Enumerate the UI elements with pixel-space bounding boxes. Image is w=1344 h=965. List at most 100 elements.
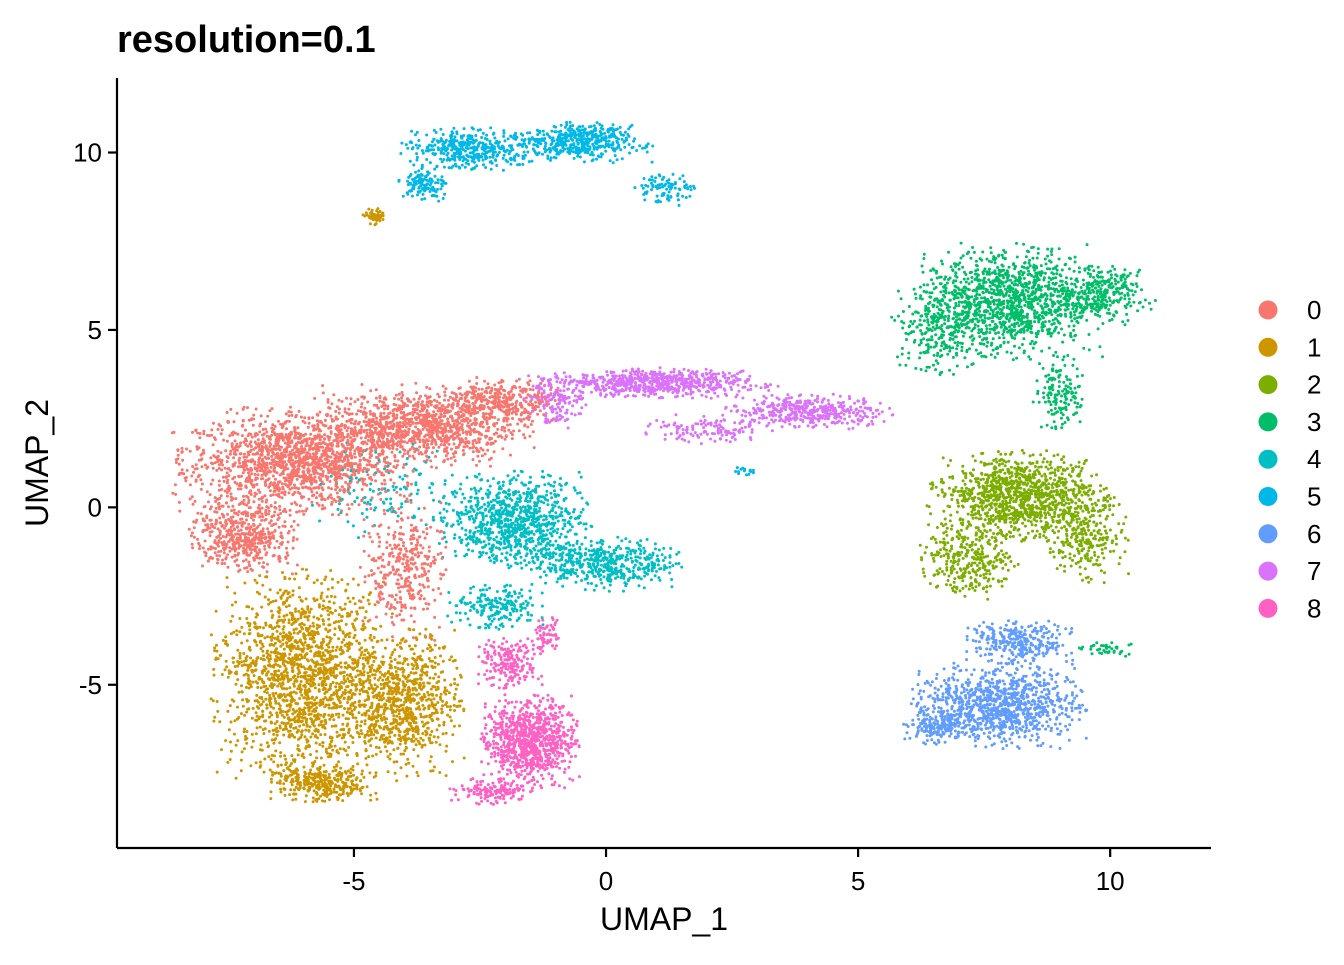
point-cluster-1 <box>285 704 289 708</box>
point-cluster-1 <box>259 647 263 651</box>
point-cluster-7 <box>575 379 579 383</box>
point-cluster-6 <box>1008 648 1012 652</box>
point-cluster-1 <box>282 769 286 773</box>
point-cluster-0 <box>399 525 403 529</box>
point-cluster-0 <box>177 473 181 477</box>
point-cluster-4 <box>637 584 641 588</box>
point-cluster-1 <box>440 707 444 711</box>
point-cluster-0 <box>263 544 267 548</box>
point-cluster-1 <box>395 714 399 718</box>
point-cluster-1 <box>331 645 335 649</box>
point-cluster-1 <box>242 747 246 751</box>
point-cluster-6 <box>964 668 968 672</box>
point-cluster-4 <box>503 598 507 602</box>
point-cluster-1 <box>356 583 360 587</box>
point-cluster-1 <box>388 752 392 756</box>
point-cluster-8 <box>515 783 519 787</box>
point-cluster-2 <box>1108 550 1112 553</box>
point-cluster-0 <box>357 503 361 507</box>
point-cluster-3 <box>1081 645 1085 649</box>
point-cluster-3 <box>1090 264 1094 268</box>
point-cluster-0 <box>221 535 225 538</box>
point-cluster-0 <box>524 400 528 404</box>
point-cluster-6 <box>1055 641 1059 645</box>
point-cluster-4 <box>401 477 405 481</box>
point-cluster-2 <box>942 531 946 535</box>
point-cluster-2 <box>1068 556 1072 560</box>
point-cluster-3 <box>1041 329 1044 333</box>
point-cluster-0 <box>215 554 219 557</box>
point-cluster-2 <box>988 572 992 576</box>
point-cluster-7 <box>699 442 703 446</box>
point-cluster-0 <box>250 435 254 439</box>
point-cluster-0 <box>286 540 290 544</box>
point-cluster-1 <box>285 660 289 664</box>
point-cluster-2 <box>1102 556 1106 560</box>
point-cluster-8 <box>523 678 527 682</box>
point-cluster-0 <box>401 466 405 469</box>
point-cluster-0 <box>199 487 203 491</box>
point-cluster-1 <box>382 712 386 716</box>
point-cluster-4 <box>539 563 543 566</box>
point-cluster-1 <box>298 595 302 599</box>
point-cluster-0 <box>490 386 494 390</box>
point-cluster-3 <box>960 345 964 349</box>
point-cluster-0 <box>203 539 207 543</box>
point-cluster-2 <box>979 460 983 464</box>
point-cluster-1 <box>395 643 399 647</box>
point-cluster-2 <box>1067 488 1071 492</box>
point-cluster-1 <box>284 724 288 728</box>
point-cluster-1 <box>370 208 374 212</box>
point-cluster-8 <box>497 780 501 784</box>
point-cluster-1 <box>272 694 276 698</box>
point-cluster-2 <box>1077 460 1081 464</box>
point-cluster-6 <box>972 668 976 672</box>
point-cluster-4 <box>660 553 664 557</box>
point-cluster-6 <box>1064 653 1068 657</box>
point-cluster-8 <box>570 734 574 738</box>
point-cluster-3 <box>947 291 951 295</box>
point-cluster-0 <box>267 512 270 516</box>
point-cluster-5 <box>410 129 414 133</box>
point-cluster-8 <box>538 721 542 725</box>
point-cluster-2 <box>923 551 927 555</box>
point-cluster-0 <box>397 392 401 396</box>
point-cluster-3 <box>1002 336 1006 340</box>
point-cluster-3 <box>1128 271 1132 275</box>
point-cluster-4 <box>386 509 390 513</box>
point-cluster-5 <box>439 127 443 131</box>
point-cluster-2 <box>1077 465 1081 469</box>
point-cluster-0 <box>367 574 371 578</box>
point-cluster-3 <box>985 257 989 261</box>
point-cluster-0 <box>205 490 209 494</box>
point-cluster-3 <box>1015 304 1019 308</box>
point-cluster-3 <box>976 324 980 328</box>
point-cluster-3 <box>951 346 955 350</box>
point-cluster-3 <box>961 334 965 338</box>
point-cluster-4 <box>454 554 458 558</box>
point-cluster-8 <box>503 783 507 787</box>
point-cluster-3 <box>1125 303 1129 306</box>
point-cluster-1 <box>350 780 354 783</box>
point-cluster-7 <box>582 376 585 380</box>
point-cluster-3 <box>1045 423 1049 427</box>
point-cluster-0 <box>232 508 236 512</box>
point-cluster-1 <box>250 607 254 611</box>
point-cluster-2 <box>1069 564 1073 568</box>
point-cluster-0 <box>264 427 268 431</box>
point-cluster-3 <box>926 283 930 287</box>
point-cluster-1 <box>283 754 287 758</box>
point-cluster-6 <box>1047 682 1051 686</box>
point-cluster-1 <box>273 697 277 701</box>
point-cluster-4 <box>396 514 400 518</box>
point-cluster-1 <box>455 666 459 670</box>
point-cluster-4 <box>389 497 393 501</box>
point-cluster-0 <box>363 580 367 584</box>
point-cluster-8 <box>502 797 506 801</box>
point-cluster-6 <box>1028 646 1032 650</box>
point-cluster-1 <box>333 633 337 637</box>
point-cluster-3 <box>1043 271 1047 275</box>
point-cluster-7 <box>733 438 737 441</box>
point-cluster-1 <box>404 762 408 766</box>
point-cluster-2 <box>963 546 967 550</box>
